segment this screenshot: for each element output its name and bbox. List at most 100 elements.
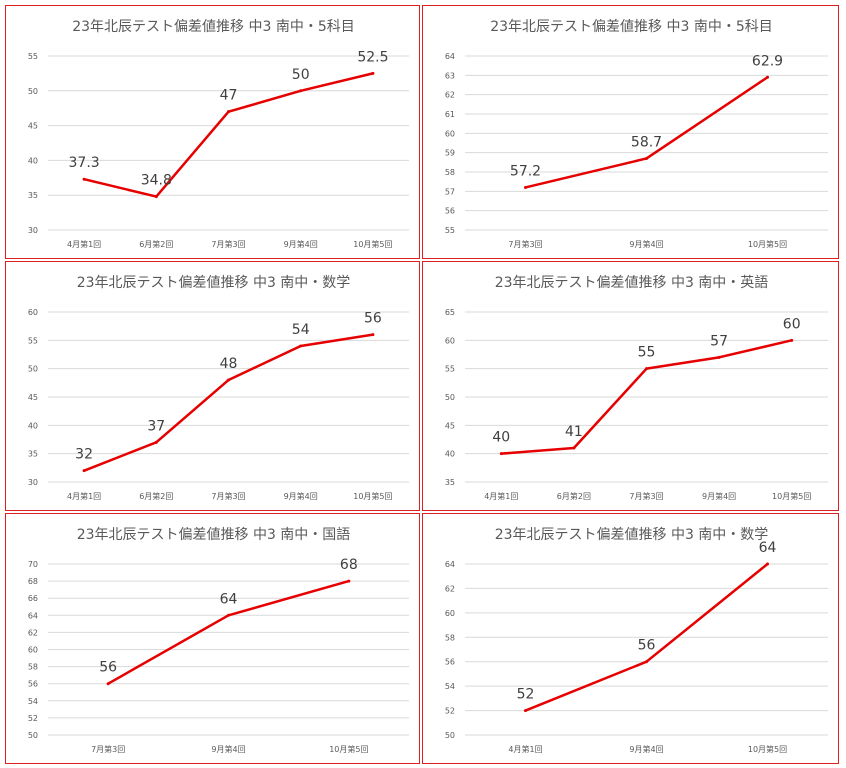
x-tick-label: 10月第5回 <box>353 491 392 501</box>
x-tick-label: 7月第3回 <box>508 239 542 249</box>
y-tick-label: 50 <box>445 393 455 402</box>
y-tick-label: 30 <box>28 478 38 487</box>
x-tick-label: 9月第4回 <box>284 239 318 249</box>
y-tick-label: 60 <box>445 609 455 618</box>
data-point <box>572 446 576 450</box>
chart-svg-6: 23年北辰テスト偏差値推移 中3 南中・数学 50 52 54 56 58 60 62 64 4月… <box>445 527 828 754</box>
data-label: 58.7 <box>631 134 662 150</box>
chart-svg-3: 23年北辰テスト偏差値推移 中3 南中・数学 30 35 40 45 50 55 60 4月第1… <box>28 275 409 501</box>
chart-panel-4: 23年北辰テスト偏差値推移 中3 南中・英語 35 40 45 50 55 60 65 4月第1… <box>422 261 839 511</box>
data-label: 56 <box>638 638 656 654</box>
data-label: 47 <box>220 88 238 104</box>
chart-title: 23年北辰テスト偏差値推移 中3 南中・数学 <box>495 527 769 543</box>
data-point <box>371 71 375 75</box>
x-tick-label: 9月第4回 <box>284 491 318 501</box>
data-label: 57 <box>710 333 728 349</box>
data-point <box>499 452 503 456</box>
y-tick-label: 35 <box>445 478 455 487</box>
y-tick-label: 59 <box>445 149 455 158</box>
y-tick-label: 56 <box>445 207 455 216</box>
data-label: 40 <box>492 430 510 446</box>
y-tick-label: 50 <box>28 87 38 96</box>
y-tick-label: 56 <box>28 680 38 689</box>
x-tick-label: 7月第3回 <box>629 491 663 501</box>
y-tick-label: 45 <box>445 421 455 430</box>
x-tick-label: 4月第1回 <box>484 491 518 501</box>
chart-svg-1: 23年北辰テスト偏差値推移 中3 南中・5科目 30 35 40 45 50 55 4月第1回… <box>28 19 409 249</box>
data-label: 50 <box>292 67 310 83</box>
chart-title: 23年北辰テスト偏差値推移 中3 南中・数学 <box>77 275 351 291</box>
data-label: 57.2 <box>510 163 541 179</box>
y-tick-label: 50 <box>445 731 455 740</box>
data-point <box>790 338 794 342</box>
x-tick-label: 4月第1回 <box>67 239 101 249</box>
data-point <box>371 333 375 337</box>
y-tick-label: 64 <box>445 52 455 61</box>
data-point <box>717 355 721 359</box>
data-label: 55 <box>638 345 656 361</box>
x-tick-label: 9月第4回 <box>702 491 736 501</box>
y-tick-label: 62 <box>28 628 38 637</box>
chart-panel-6: 23年北辰テスト偏差値推移 中3 南中・数学 50 52 54 56 58 60 62 64 4月… <box>422 513 839 764</box>
x-tick-label: 10月第5回 <box>748 744 787 754</box>
y-tick-label: 30 <box>28 226 38 235</box>
data-point <box>154 440 158 444</box>
chart-svg-4: 23年北辰テスト偏差値推移 中3 南中・英語 35 40 45 50 55 60 65 4月第1… <box>445 274 828 501</box>
data-point <box>299 89 303 93</box>
y-tick-label: 58 <box>445 168 455 177</box>
x-tick-label: 4月第1回 <box>508 744 542 754</box>
y-tick-label: 64 <box>28 611 38 620</box>
y-tick-label: 64 <box>445 560 455 569</box>
x-tick-label: 7月第3回 <box>91 744 125 754</box>
y-tick-label: 52 <box>28 714 38 723</box>
y-tick-label: 50 <box>28 731 38 740</box>
chart-title: 23年北辰テスト偏差値推移 中3 南中・5科目 <box>72 19 355 35</box>
data-point <box>524 709 527 713</box>
data-label: 48 <box>220 356 238 372</box>
y-tick-label: 55 <box>445 226 455 235</box>
x-tick-label: 10月第5回 <box>353 239 392 249</box>
data-point <box>82 177 86 181</box>
data-label: 62.9 <box>752 53 783 69</box>
y-tick-label: 61 <box>445 110 455 119</box>
y-tick-label: 54 <box>445 682 455 691</box>
chart-title: 23年北辰テスト偏差値推移 中3 南中・国語 <box>77 527 351 543</box>
data-label: 52.5 <box>357 49 388 65</box>
data-label: 37 <box>147 418 165 434</box>
data-point <box>299 344 303 348</box>
data-label: 54 <box>292 322 310 338</box>
y-tick-label: 68 <box>28 577 38 586</box>
y-tick-label: 40 <box>28 421 38 430</box>
y-tick-label: 35 <box>28 450 38 459</box>
x-tick-label: 6月第2回 <box>557 491 591 501</box>
data-point <box>347 579 351 583</box>
data-label: 68 <box>340 557 358 573</box>
y-tick-label: 56 <box>445 658 455 667</box>
data-label: 52 <box>517 687 535 703</box>
data-point <box>645 156 648 160</box>
x-tick-label: 10月第5回 <box>329 744 368 754</box>
x-tick-label: 9月第4回 <box>629 744 663 754</box>
chart-panel-1: 23年北辰テスト偏差値推移 中3 南中・5科目 30 35 40 45 50 55 4月第1回… <box>5 5 420 259</box>
chart-title: 23年北辰テスト偏差値推移 中3 南中・英語 <box>495 274 769 291</box>
data-label: 56 <box>364 311 382 327</box>
chart-svg-2: 23年北辰テスト偏差値推移 中3 南中・5科目 55 56 57 58 59 60 61 62 6… <box>445 19 828 249</box>
y-tick-label: 55 <box>445 365 455 374</box>
y-tick-label: 58 <box>445 633 455 642</box>
data-label: 32 <box>75 447 93 463</box>
x-tick-label: 9月第4回 <box>629 239 663 249</box>
data-point <box>524 185 527 189</box>
data-label: 37.3 <box>69 155 100 171</box>
y-tick-label: 60 <box>28 308 38 317</box>
x-tick-label: 10月第5回 <box>748 239 787 249</box>
data-point <box>106 682 110 686</box>
y-tick-label: 40 <box>28 156 38 165</box>
data-label: 60 <box>783 316 801 332</box>
series-line <box>524 76 769 189</box>
y-tick-label: 55 <box>28 52 38 61</box>
y-tick-label: 55 <box>28 336 38 345</box>
y-tick-label: 40 <box>445 450 455 459</box>
x-tick-label: 10月第5回 <box>772 491 811 501</box>
data-label: 34.8 <box>141 173 172 189</box>
data-point <box>227 110 230 114</box>
